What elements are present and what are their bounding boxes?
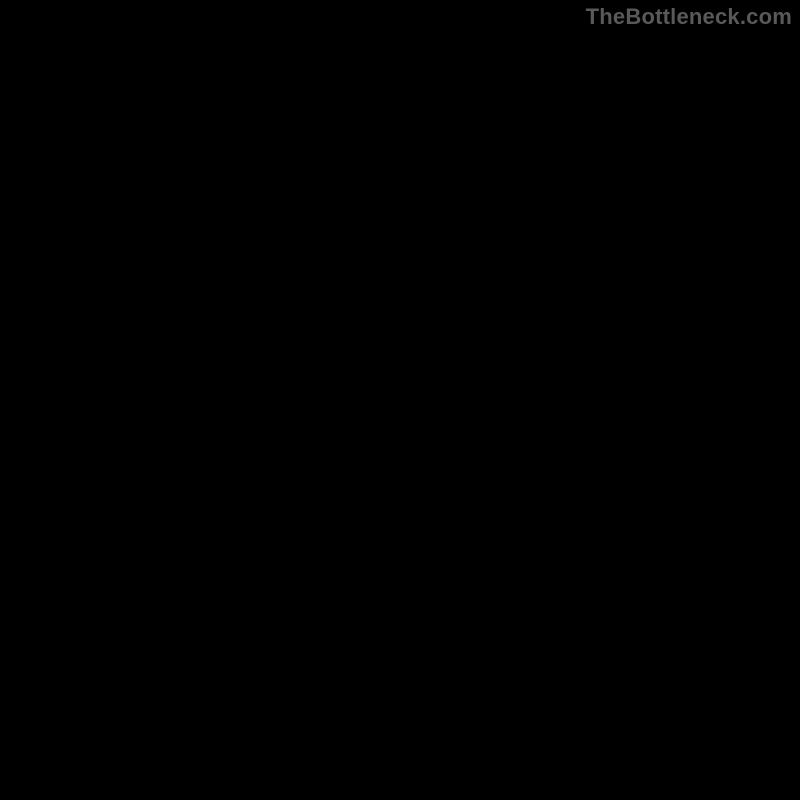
bottleneck-heatmap bbox=[0, 0, 800, 800]
watermark-text: TheBottleneck.com bbox=[586, 4, 792, 30]
